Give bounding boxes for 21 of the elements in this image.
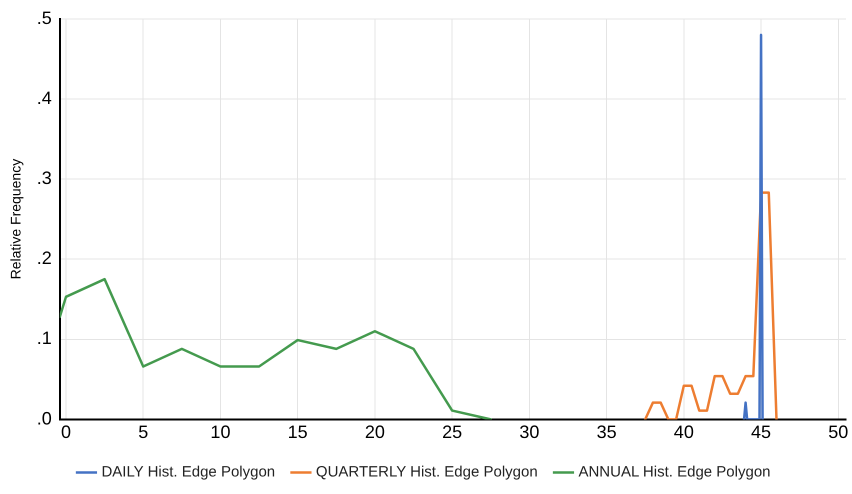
x-tick-label: 25 xyxy=(442,422,462,442)
x-tick-label: 20 xyxy=(364,422,385,442)
x-tick-label: 10 xyxy=(210,422,230,442)
x-tick-label: 40 xyxy=(674,422,694,442)
y-tick-label: .4 xyxy=(36,88,52,108)
x-tick-label: 5 xyxy=(138,422,148,442)
x-tick-label: 0 xyxy=(60,422,71,442)
x-tick-label: 15 xyxy=(288,422,308,442)
y-tick-label: .1 xyxy=(36,328,52,348)
x-tick-label: 30 xyxy=(519,422,540,442)
legend-label: QUARTERLY Hist. Edge Polygon xyxy=(316,464,538,481)
legend-label: ANNUAL Hist. Edge Polygon xyxy=(578,464,771,481)
y-axis-title: Relative Frequency xyxy=(7,158,24,280)
y-tick-label: .5 xyxy=(36,8,52,28)
legend-label: DAILY Hist. Edge Polygon xyxy=(101,464,276,481)
x-tick-label: 45 xyxy=(751,422,772,442)
x-tick-label: 35 xyxy=(596,422,617,442)
x-tick-label: 50 xyxy=(828,422,848,442)
y-tick-label: .0 xyxy=(36,408,52,428)
y-tick-label: .3 xyxy=(36,168,52,188)
y-tick-label: .2 xyxy=(36,248,52,268)
